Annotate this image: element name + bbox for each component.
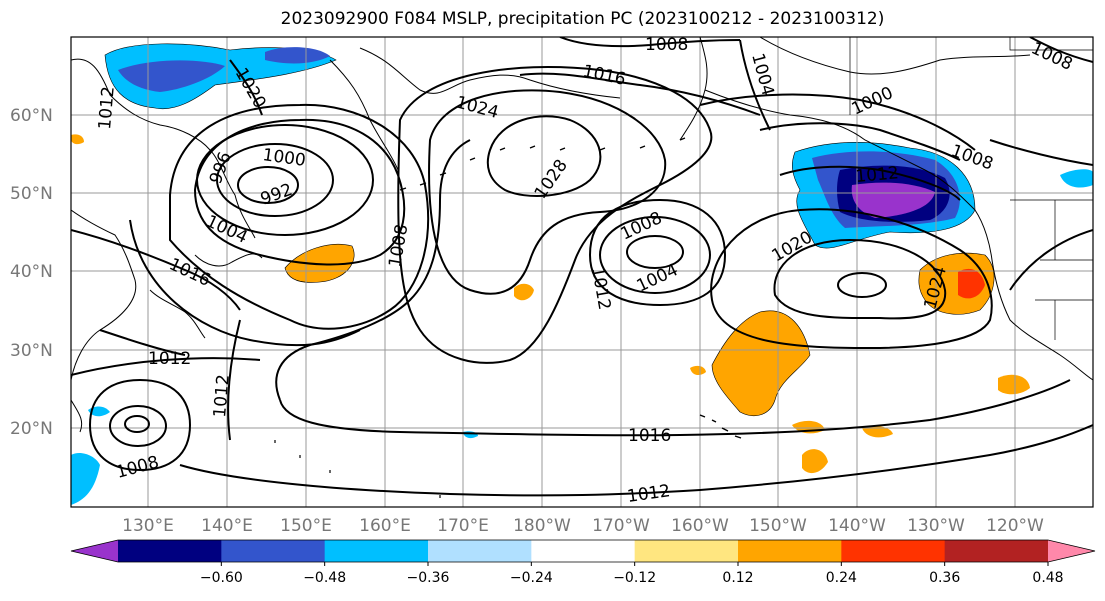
precip-positive-areas bbox=[71, 134, 1030, 474]
longitude-labels: 130°E 140°E 150°E 160°E 170°E 180°W 170°… bbox=[122, 516, 1044, 536]
colorbar-segment bbox=[841, 540, 946, 562]
colorbar-extend-low bbox=[71, 540, 118, 562]
isobar-label: 1012 bbox=[148, 349, 191, 369]
colorbar-tick-label: −0.60 bbox=[200, 570, 243, 586]
colorbar-segment bbox=[531, 540, 636, 562]
lon-label: 170°E bbox=[437, 516, 489, 536]
isobar-labels: 1012 1020 1008 1016 1004 1000 1024 1000 … bbox=[95, 35, 1075, 507]
lon-label: 170°W bbox=[592, 516, 650, 536]
lat-label: 40°N bbox=[10, 262, 53, 282]
isobar-label: 1016 bbox=[628, 426, 671, 446]
colorbar-segment bbox=[634, 540, 739, 562]
lon-label: 150°E bbox=[280, 516, 332, 536]
colorbar-tick-label: 0.24 bbox=[826, 570, 857, 586]
lon-label: 180°W bbox=[513, 516, 571, 536]
colorbar-tick-label: 0.48 bbox=[1032, 570, 1063, 586]
colorbar-tick-label: −0.36 bbox=[407, 570, 450, 586]
lon-label: 140°E bbox=[201, 516, 253, 536]
latitude-labels: 60°N 50°N 40°N 30°N 20°N bbox=[10, 106, 53, 439]
lon-label: 150°W bbox=[749, 516, 807, 536]
colorbar-outline bbox=[70, 539, 1096, 563]
lat-label: 20°N bbox=[10, 419, 53, 439]
colorbar-segment bbox=[324, 540, 429, 562]
lat-label: 30°N bbox=[10, 341, 53, 361]
colorbar: −0.60 −0.48 −0.36 −0.24 −0.12 0.12 0.24 0.36 0.4… bbox=[70, 539, 1096, 586]
colorbar-extend-high bbox=[1048, 540, 1095, 562]
colorbar-segment bbox=[738, 540, 842, 562]
lon-label: 130°E bbox=[122, 516, 174, 536]
lon-label: 140°W bbox=[828, 516, 886, 536]
colorbar-tick-label: 0.36 bbox=[929, 570, 960, 586]
map-title: 2023092900 F084 MSLP, precipitation PC (… bbox=[280, 9, 885, 29]
colorbar-tick-label: 0.12 bbox=[722, 570, 753, 586]
coastlines bbox=[71, 37, 1093, 498]
lon-label: 130°W bbox=[907, 516, 965, 536]
colorbar-tick-label: −0.24 bbox=[510, 570, 553, 586]
plot-frame bbox=[70, 36, 1094, 508]
lon-label: 160°E bbox=[359, 516, 411, 536]
isobar-label: 1012 bbox=[855, 163, 900, 187]
lon-label: 120°W bbox=[986, 516, 1044, 536]
isobar-label: 1012 bbox=[210, 374, 234, 419]
colorbar-segment bbox=[118, 540, 222, 562]
isobar-label: 1012 bbox=[95, 86, 119, 131]
lon-label: 160°W bbox=[671, 516, 729, 536]
lat-label: 60°N bbox=[10, 106, 53, 126]
colorbar-tick-label: −0.12 bbox=[613, 570, 656, 586]
isobar-label: 1008 bbox=[645, 35, 688, 55]
colorbar-segment bbox=[221, 540, 326, 562]
colorbar-segment bbox=[428, 540, 532, 562]
colorbar-tick-label: −0.48 bbox=[303, 570, 346, 586]
lat-label: 50°N bbox=[10, 184, 53, 204]
colorbar-segment bbox=[944, 540, 1049, 562]
isobars bbox=[71, 37, 1093, 497]
precip-negative-areas bbox=[71, 43, 1093, 505]
